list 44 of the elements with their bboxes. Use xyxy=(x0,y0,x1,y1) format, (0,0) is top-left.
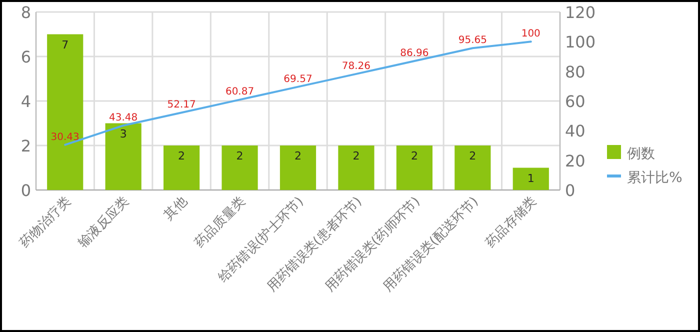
data-label: 7 xyxy=(62,38,69,52)
data-label: 100 xyxy=(521,28,540,40)
legend-label: 例数 xyxy=(627,146,655,162)
bar xyxy=(512,168,549,190)
data-label: 86.96 xyxy=(400,48,429,60)
legend-label: 累计比% xyxy=(627,170,682,186)
bar xyxy=(47,34,84,190)
y-tick-label: 0 xyxy=(20,181,31,200)
data-label: 60.87 xyxy=(225,86,254,98)
x-tick-label: 输液反应类 xyxy=(74,194,132,251)
y2-tick-label: 20 xyxy=(565,151,586,170)
y2-tick-label: 100 xyxy=(565,32,596,52)
data-label: 2 xyxy=(410,150,418,162)
y2-tick-label: 60 xyxy=(565,92,586,111)
bar xyxy=(105,123,142,190)
data-label: 2 xyxy=(294,150,302,162)
y2-tick-label: 0 xyxy=(565,181,576,200)
data-label: 3 xyxy=(120,127,127,140)
data-label: 30.43 xyxy=(50,132,80,143)
data-label: 78.26 xyxy=(342,60,371,72)
data-label: 43.48 xyxy=(109,112,138,124)
y2-tick-label: 40 xyxy=(565,122,586,141)
data-label: 2 xyxy=(178,150,186,162)
y-tick-label: 6 xyxy=(20,48,31,66)
data-label: 52.17 xyxy=(167,100,196,111)
bar xyxy=(222,146,258,190)
bar xyxy=(454,146,491,190)
y-tick-label: 8 xyxy=(20,3,31,22)
y2-tick-label: 120 xyxy=(565,3,596,22)
y2-tick-label: 80 xyxy=(565,62,586,82)
x-tick-label: 其他 xyxy=(161,194,190,224)
data-label: 69.57 xyxy=(284,74,312,85)
bar xyxy=(280,146,316,190)
data-label: 2 xyxy=(352,150,360,162)
bar xyxy=(164,146,200,190)
bar xyxy=(338,146,374,190)
y-tick-label: 4 xyxy=(20,92,31,111)
x-tick-label: 药品存储类 xyxy=(483,194,540,251)
data-label: 2 xyxy=(236,150,244,162)
y-tick-label: 2 xyxy=(20,136,31,156)
data-label: 1 xyxy=(527,172,534,185)
data-label: 95.65 xyxy=(458,35,487,46)
data-label: 2 xyxy=(469,150,476,162)
bar xyxy=(396,146,432,190)
